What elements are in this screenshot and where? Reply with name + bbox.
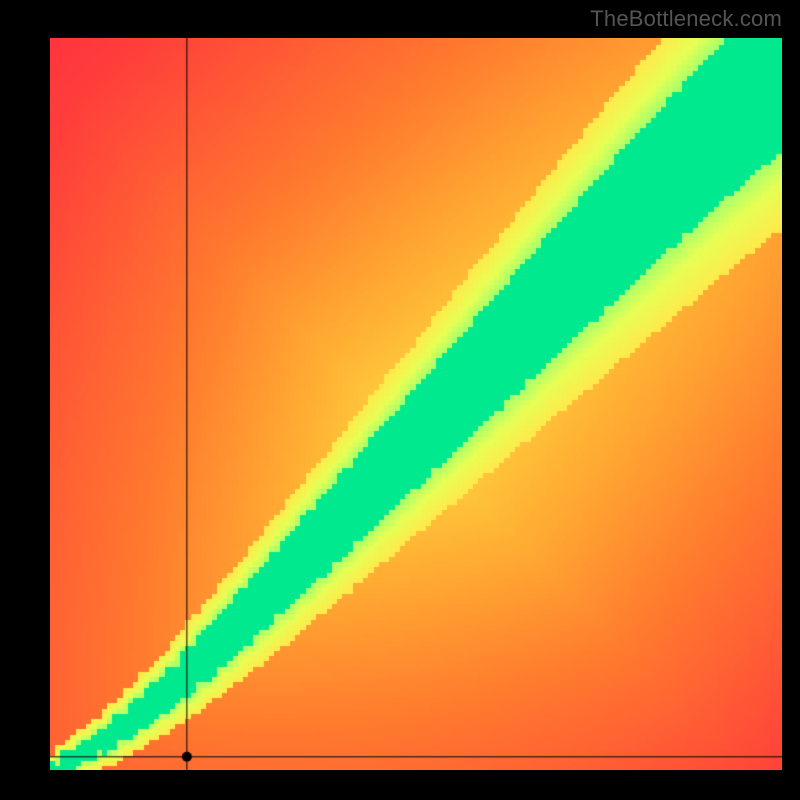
bottleneck-heatmap [50, 38, 782, 770]
watermark-text: TheBottleneck.com [590, 6, 782, 32]
figure-root: TheBottleneck.com [0, 0, 800, 800]
